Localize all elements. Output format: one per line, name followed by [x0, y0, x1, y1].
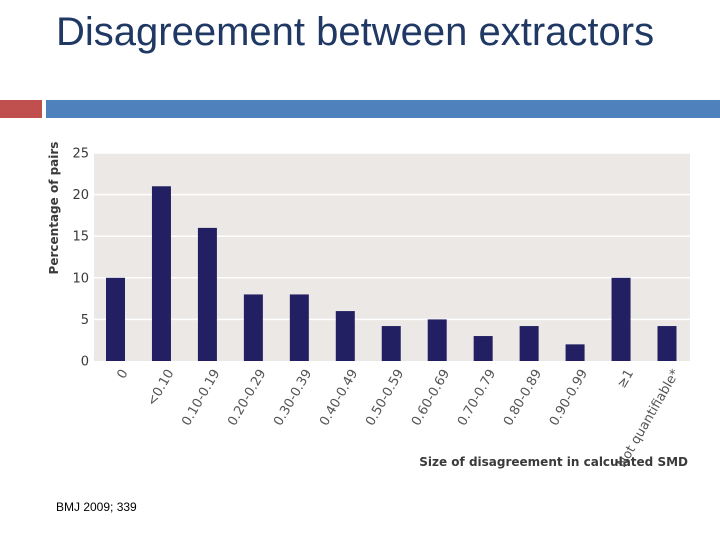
x-tick-label: 0.80-0.89 [501, 367, 545, 429]
bar [335, 311, 355, 361]
bars [106, 186, 677, 361]
x-tick-label: 0 [114, 367, 131, 382]
y-tick-label: 5 [81, 313, 89, 328]
y-tick-label: 15 [72, 230, 89, 245]
bar [565, 344, 585, 361]
grid-lines [94, 152, 690, 321]
accent-bar-red [0, 100, 42, 118]
x-tick-label: 0.10-0.19 [179, 367, 223, 429]
x-tick-label: 0.70-0.79 [455, 367, 499, 429]
bar [611, 277, 631, 361]
x-tick-label: 0.40-0.49 [317, 367, 361, 429]
bar-chart: 0 5 10 15 20 25 0 <0.10 0.10-0.19 0.20-0.29 0.30-… [47, 142, 690, 470]
bar [197, 227, 217, 361]
x-tick-label: <0.10 [145, 367, 178, 409]
bar [427, 319, 447, 361]
accent-bar-blue [46, 100, 720, 118]
bar [243, 294, 263, 361]
slide-title: Disagreement between extractors [56, 10, 655, 54]
bar [473, 336, 493, 361]
x-tick-label: ≥1 [615, 367, 638, 391]
bar [289, 294, 309, 361]
y-axis-title: Percentage of pairs [47, 142, 61, 275]
bar [519, 326, 539, 361]
x-tick-label: 0.60-0.69 [409, 367, 453, 429]
x-tick-label: 0.30-0.39 [271, 367, 315, 429]
y-tick-label: 25 [72, 147, 89, 162]
y-tick-label: 0 [81, 355, 89, 370]
y-tick-label: 20 [72, 188, 89, 203]
bar [657, 326, 677, 361]
x-tick-label: 0.20-0.29 [225, 367, 269, 429]
bar [381, 326, 401, 361]
x-axis-title: Size of disagreement in calculated SMD [419, 455, 688, 469]
x-tick-label: 0.90-0.99 [547, 367, 591, 429]
bar [151, 186, 171, 361]
citation: BMJ 2009; 339 [56, 500, 137, 514]
bar [106, 277, 125, 361]
x-tick-label: 0.50-0.59 [363, 367, 407, 429]
y-tick-label: 10 [72, 271, 89, 286]
y-axis-ticks: 0 5 10 15 20 25 [72, 147, 89, 370]
